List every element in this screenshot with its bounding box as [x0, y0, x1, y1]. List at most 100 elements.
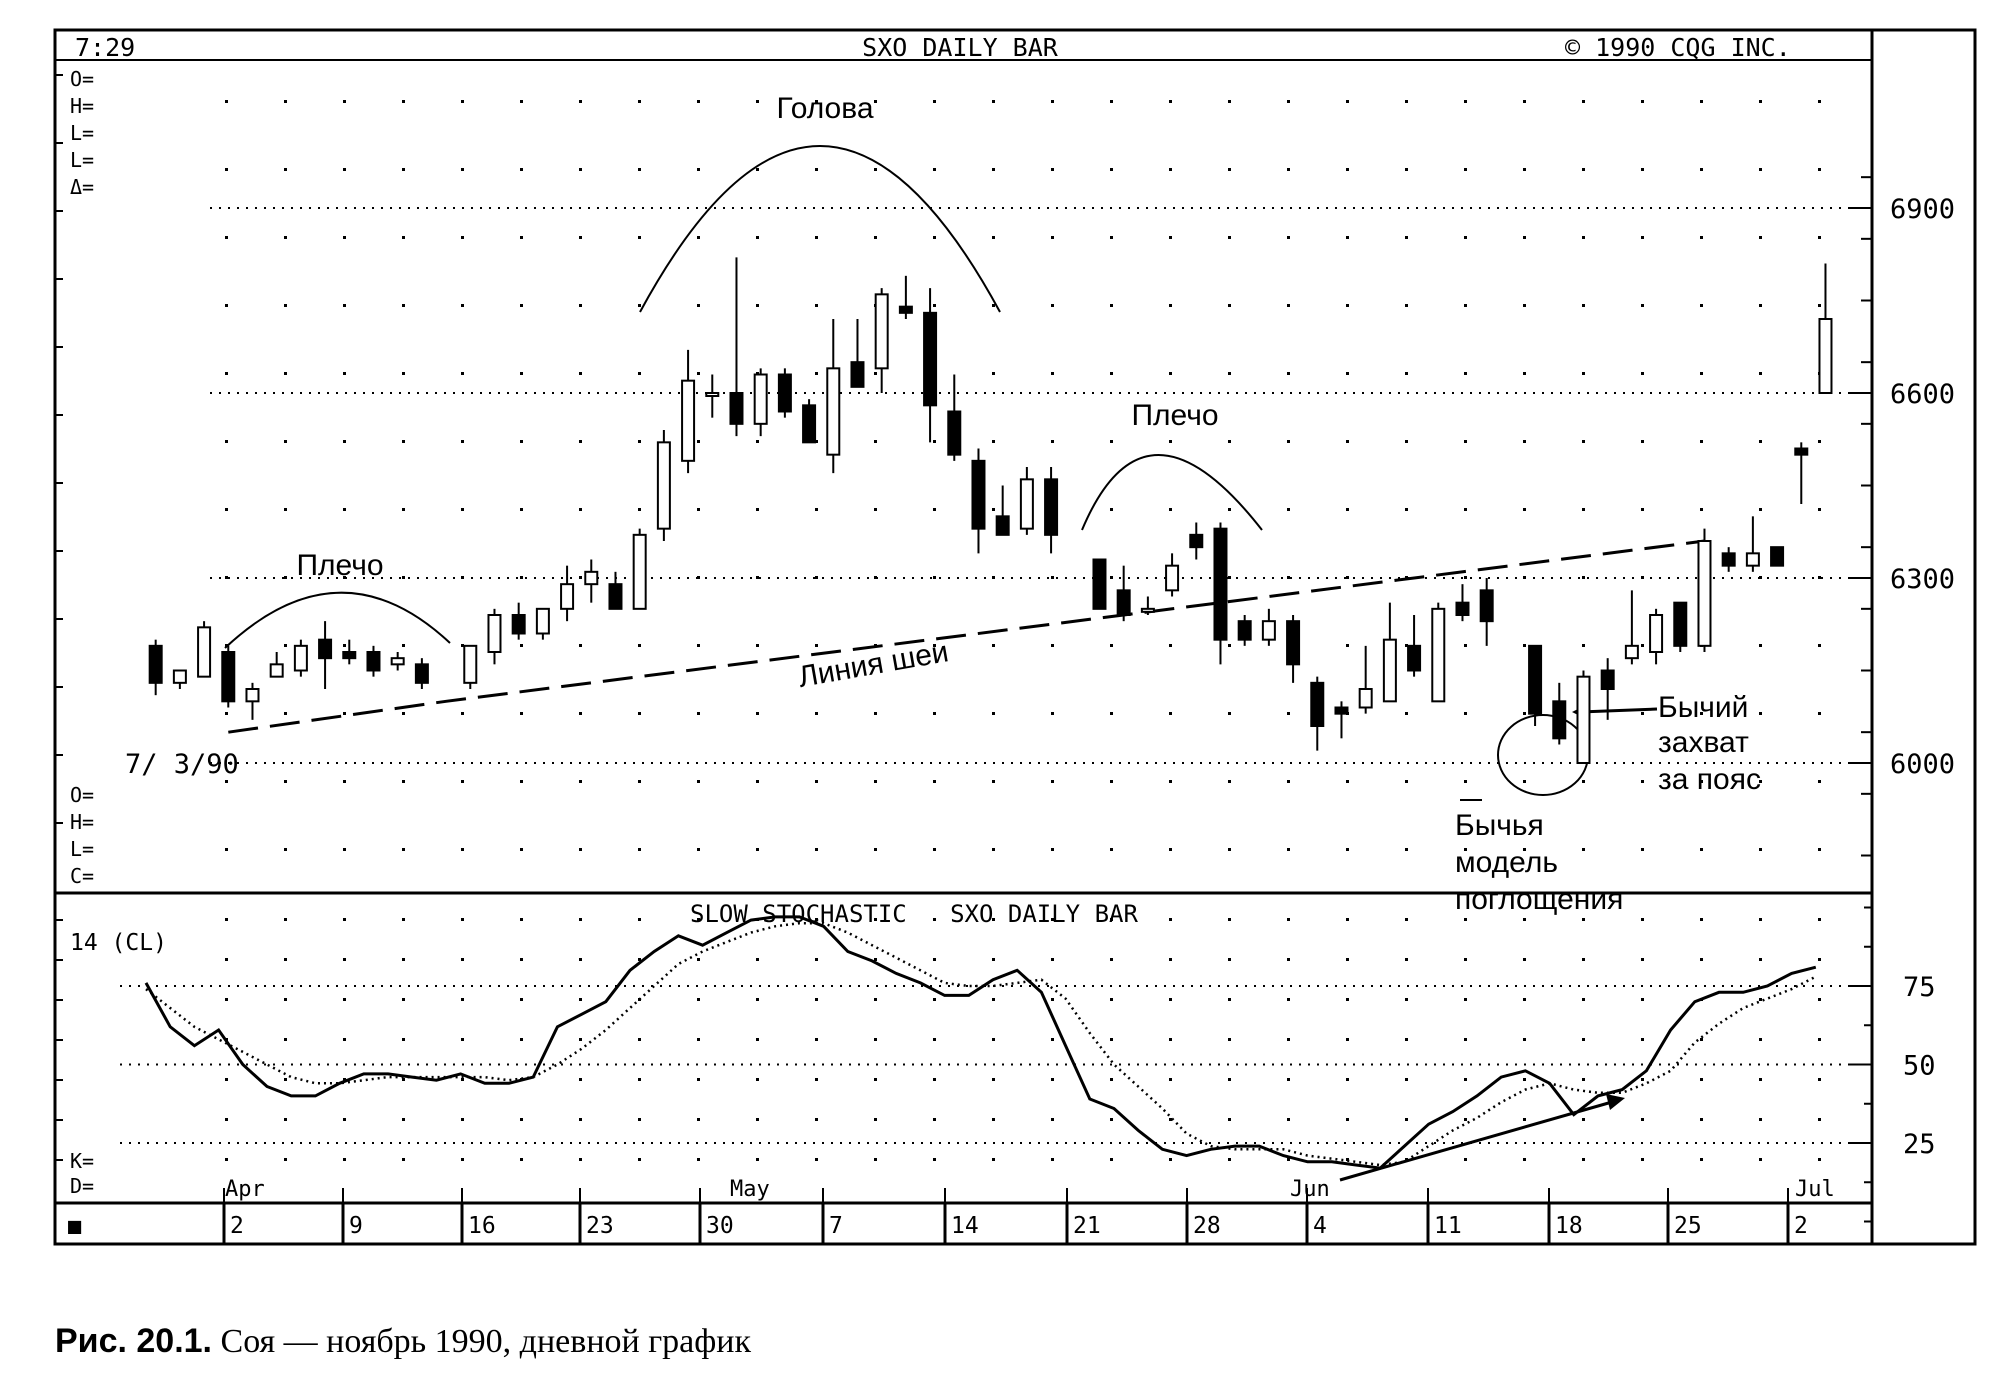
- grid-dot: [1641, 712, 1644, 715]
- candle-bullish: [1649, 608, 1664, 665]
- grid-dot: [1641, 644, 1644, 647]
- grid-dot: [1818, 958, 1821, 961]
- grid-dot: [1169, 780, 1172, 783]
- grid-dot: [1287, 1118, 1290, 1121]
- grid-dot: [579, 644, 582, 647]
- candle-body: [1310, 681, 1325, 727]
- grid-dot: [1110, 100, 1113, 103]
- grid-dot: [815, 1038, 818, 1041]
- candle-body: [1818, 318, 1833, 394]
- grid-dot: [1110, 236, 1113, 239]
- grid-dot: [933, 508, 936, 511]
- grid-dot: [343, 848, 346, 851]
- ohlc-label: Δ=: [70, 175, 94, 199]
- candle-bullish: [826, 319, 841, 474]
- candle-body: [1576, 675, 1591, 765]
- grid-dot: [461, 780, 464, 783]
- grid-dot: [1641, 998, 1644, 1001]
- grid-dot: [756, 780, 759, 783]
- grid-dot: [933, 780, 936, 783]
- grid-dot: [225, 508, 228, 511]
- stochastic-lines: [144, 915, 1817, 1170]
- grid-dot: [1110, 958, 1113, 961]
- grid-dot: [697, 712, 700, 715]
- grid-dot: [933, 576, 936, 579]
- date-axis-label: 25: [1674, 1213, 1702, 1239]
- candle-body: [1673, 601, 1688, 647]
- grid-dot: [1051, 304, 1054, 307]
- grid-dot: [225, 304, 228, 307]
- grid-dot: [1818, 1158, 1821, 1161]
- grid-dot: [1405, 440, 1408, 443]
- grid-dot: [815, 508, 818, 511]
- grid-dot: [284, 576, 287, 579]
- candle-bullish: [487, 608, 502, 665]
- grid-dot: [461, 918, 464, 921]
- figure-number: Рис. 20.1.: [55, 1322, 213, 1360]
- grid-dot: [461, 440, 464, 443]
- candle-body: [1382, 638, 1397, 703]
- candle-bullish: [1697, 528, 1712, 652]
- grid-dot: [933, 1118, 936, 1121]
- candle-bullish: [1261, 608, 1276, 646]
- grid-dot: [1700, 780, 1703, 783]
- candle-bullish: [293, 639, 308, 677]
- candle-body: [1140, 607, 1155, 613]
- grid-dot: [1051, 644, 1054, 647]
- grid-dot: [1287, 958, 1290, 961]
- grid-dot: [1464, 712, 1467, 715]
- grid-dot: [1228, 508, 1231, 511]
- grid-dot: [1818, 100, 1821, 103]
- grid-dot: [756, 304, 759, 307]
- grid-dot: [461, 1158, 464, 1161]
- grid-dot: [933, 712, 936, 715]
- grid-dot: [638, 644, 641, 647]
- grid-dot: [1818, 848, 1821, 851]
- grid-dot: [1641, 440, 1644, 443]
- grid-dot: [933, 918, 936, 921]
- candle-bullish: [463, 644, 478, 689]
- grid-dot: [992, 780, 995, 783]
- candle-bearish: [995, 485, 1010, 536]
- grid-dot: [225, 1158, 228, 1161]
- grid-dot: [1582, 100, 1585, 103]
- candle-body: [1019, 478, 1034, 530]
- grid-dot: [874, 918, 877, 921]
- grid-dot: [756, 508, 759, 511]
- candle-bearish: [1528, 644, 1543, 726]
- grid-dot: [343, 1078, 346, 1081]
- grid-dot: [579, 712, 582, 715]
- grid-dot: [1346, 848, 1349, 851]
- grid-dot: [1464, 848, 1467, 851]
- candle-bullish: [535, 607, 550, 640]
- candle-body: [390, 657, 405, 666]
- grid-dot: [1405, 236, 1408, 239]
- grid-dot: [1818, 304, 1821, 307]
- grid-dot: [579, 1158, 582, 1161]
- candle-bullish: [172, 669, 187, 689]
- grid-dot: [992, 712, 995, 715]
- grid-dot: [638, 236, 641, 239]
- grid-dot: [992, 644, 995, 647]
- grid-dot: [461, 1038, 464, 1041]
- grid-dot: [697, 372, 700, 375]
- grid-dot: [697, 1038, 700, 1041]
- belt-hold-line: захват: [1658, 726, 1749, 759]
- grid-dot: [815, 712, 818, 715]
- grid-dot: [874, 1158, 877, 1161]
- belt-hold-arrow: [1579, 707, 1658, 714]
- ohlc-label: L=: [70, 121, 94, 145]
- grid-dot: [1169, 998, 1172, 1001]
- engulfing-line: Бычья: [1455, 809, 1544, 842]
- candle-bullish: [1140, 596, 1155, 615]
- grid-dot: [933, 304, 936, 307]
- ohlc-label: H=: [70, 810, 94, 834]
- candle-bearish: [1794, 442, 1809, 504]
- grid-dot: [579, 958, 582, 961]
- candle-bullish: [1019, 467, 1034, 535]
- grid-dot: [1582, 236, 1585, 239]
- grid-dot: [697, 958, 700, 961]
- grid-dot: [520, 236, 523, 239]
- grid-dot: [579, 372, 582, 375]
- grid-dot: [1818, 508, 1821, 511]
